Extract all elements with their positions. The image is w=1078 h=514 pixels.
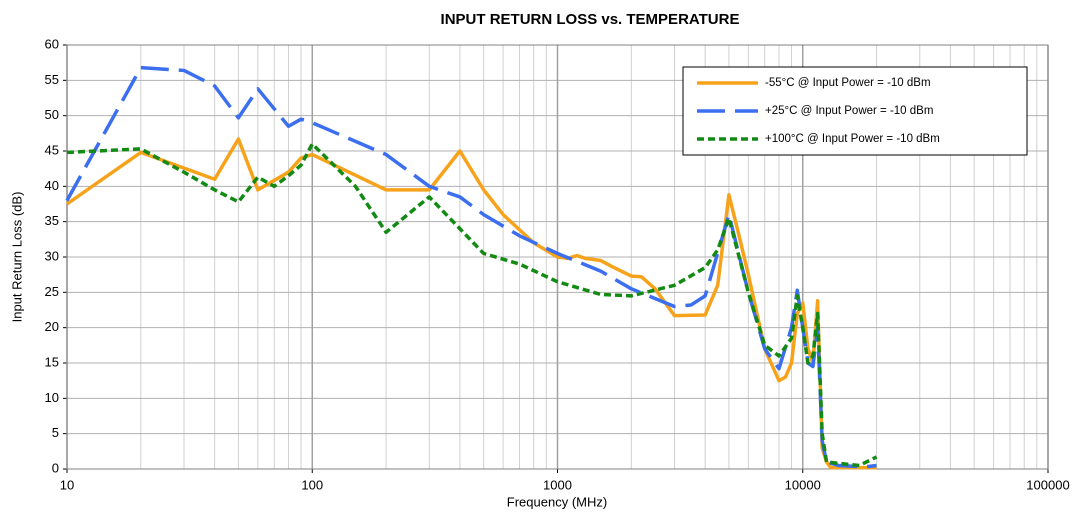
x-axis-label: Frequency (MHz) [507, 494, 607, 509]
legend-label: +25°C @ Input Power = -10 dBm [765, 105, 933, 117]
x-tick-label: 1000 [543, 477, 572, 492]
y-tick-label: 15 [45, 354, 59, 369]
y-tick-label: 30 [45, 248, 59, 263]
x-tick-label: 100 [301, 477, 323, 492]
series-line [66, 142, 878, 468]
y-tick-label: 20 [45, 319, 59, 334]
x-tick-label: 10 [60, 477, 74, 492]
y-tick-label: 50 [45, 107, 59, 122]
y-tick-label: 35 [45, 213, 59, 228]
plot-frame [66, 44, 1049, 470]
y-tick-label: 5 [52, 425, 59, 440]
y-tick-label: 60 [45, 36, 59, 51]
y-axis-label: Input Return Loss (dB) [9, 192, 24, 323]
chart-title: INPUT RETURN LOSS vs. TEMPERATURE [441, 11, 740, 28]
y-tick-label: 40 [45, 178, 59, 193]
x-tick-label: 10000 [785, 477, 821, 492]
series-line [65, 137, 877, 470]
y-tick-label: 25 [45, 284, 59, 299]
y-tick-label: 0 [52, 460, 59, 475]
legend-label: +100°C @ Input Power = -10 dBm [765, 133, 940, 145]
x-tick-label: 100000 [1026, 477, 1069, 492]
y-tick-label: 10 [45, 390, 59, 405]
y-tick-label: 55 [45, 72, 59, 87]
legend-label: -55°C @ Input Power = -10 dBm [765, 77, 931, 89]
y-tick-label: 45 [45, 142, 59, 157]
